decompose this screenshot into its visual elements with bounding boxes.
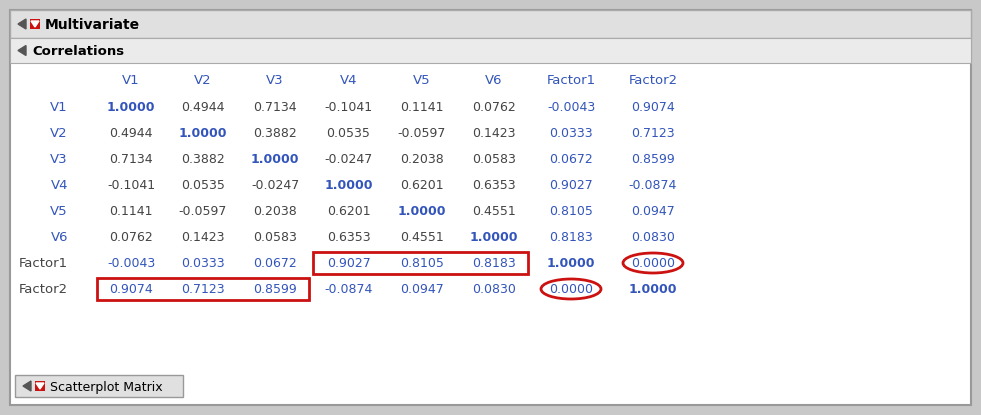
Text: -0.1041: -0.1041	[107, 178, 155, 191]
Text: V4: V4	[339, 75, 357, 88]
Text: 0.7134: 0.7134	[109, 152, 153, 166]
Text: 0.1423: 0.1423	[181, 230, 225, 244]
Text: Factor2: Factor2	[19, 283, 68, 295]
Text: 0.0762: 0.0762	[109, 230, 153, 244]
Text: 0.6201: 0.6201	[400, 178, 443, 191]
Text: 0.4944: 0.4944	[181, 100, 225, 113]
Text: 0.3882: 0.3882	[253, 127, 297, 139]
Text: 0.0762: 0.0762	[472, 100, 516, 113]
Bar	[313, 252, 528, 274]
Text: 0.0947: 0.0947	[400, 283, 443, 295]
Text: 0.4944: 0.4944	[109, 127, 153, 139]
Text: 1.0000: 1.0000	[546, 256, 595, 269]
Text: 1.0000: 1.0000	[107, 100, 155, 113]
Text: 1.0000: 1.0000	[179, 127, 228, 139]
Text: V2: V2	[50, 127, 68, 139]
Text: -0.0874: -0.0874	[325, 283, 373, 295]
Text: V6: V6	[50, 230, 68, 244]
Text: 0.4551: 0.4551	[400, 230, 443, 244]
Text: 1.0000: 1.0000	[397, 205, 446, 217]
Text: -0.0043: -0.0043	[546, 100, 595, 113]
Text: 0.0947: 0.0947	[631, 205, 675, 217]
Text: 0.1141: 0.1141	[400, 100, 443, 113]
Text: 0.7134: 0.7134	[253, 100, 297, 113]
Text: Multivariate: Multivariate	[45, 18, 140, 32]
Text: 0.9027: 0.9027	[549, 178, 593, 191]
Text: V3: V3	[266, 75, 284, 88]
Text: -0.0043: -0.0043	[107, 256, 155, 269]
Text: 0.4551: 0.4551	[472, 205, 516, 217]
Text: -0.0874: -0.0874	[629, 178, 677, 191]
Text: 0.0672: 0.0672	[549, 152, 593, 166]
Text: -0.0597: -0.0597	[179, 205, 228, 217]
Bar	[97, 278, 309, 300]
Text: 0.6353: 0.6353	[472, 178, 516, 191]
Polygon shape	[18, 46, 26, 56]
Text: V2: V2	[194, 75, 212, 88]
Text: 0.0535: 0.0535	[181, 178, 225, 191]
Text: Factor1: Factor1	[546, 75, 595, 88]
Text: 0.8105: 0.8105	[400, 256, 444, 269]
Text: Scatterplot Matrix: Scatterplot Matrix	[50, 381, 163, 393]
Text: 0.0000: 0.0000	[631, 256, 675, 269]
Text: 0.0672: 0.0672	[253, 256, 297, 269]
Text: 0.0535: 0.0535	[327, 127, 371, 139]
Bar	[15, 375, 183, 397]
Text: -0.0597: -0.0597	[398, 127, 446, 139]
Text: V5: V5	[413, 75, 431, 88]
Text: V6: V6	[486, 75, 502, 88]
Text: 0.9074: 0.9074	[109, 283, 153, 295]
Text: V5: V5	[50, 205, 68, 217]
Text: 0.1423: 0.1423	[472, 127, 516, 139]
Text: Factor1: Factor1	[19, 256, 68, 269]
Text: 0.0333: 0.0333	[181, 256, 225, 269]
Text: 0.6353: 0.6353	[327, 230, 370, 244]
Text: 0.9027: 0.9027	[327, 256, 371, 269]
Text: V1: V1	[50, 100, 68, 113]
Polygon shape	[18, 19, 26, 29]
Text: 0.0333: 0.0333	[549, 127, 593, 139]
Text: Factor2: Factor2	[629, 75, 678, 88]
Polygon shape	[31, 21, 39, 27]
Text: -0.1041: -0.1041	[325, 100, 373, 113]
Text: 0.9074: 0.9074	[631, 100, 675, 113]
Bar	[10, 38, 971, 63]
Text: 0.1141: 0.1141	[109, 205, 153, 217]
Text: 0.6201: 0.6201	[327, 205, 370, 217]
Text: 0.0583: 0.0583	[472, 152, 516, 166]
Text: 1.0000: 1.0000	[251, 152, 299, 166]
Text: 0.0830: 0.0830	[472, 283, 516, 295]
Text: 0.2038: 0.2038	[253, 205, 297, 217]
Text: 0.7123: 0.7123	[631, 127, 675, 139]
Bar	[30, 19, 40, 29]
Text: 1.0000: 1.0000	[325, 178, 373, 191]
Text: -0.0247: -0.0247	[251, 178, 299, 191]
Text: 0.0583: 0.0583	[253, 230, 297, 244]
Text: -0.0247: -0.0247	[325, 152, 373, 166]
Text: 0.8105: 0.8105	[549, 205, 593, 217]
Text: Correlations: Correlations	[32, 45, 125, 58]
Text: 0.7123: 0.7123	[181, 283, 225, 295]
Bar	[35, 381, 45, 391]
Text: 1.0000: 1.0000	[470, 230, 518, 244]
Text: V3: V3	[50, 152, 68, 166]
Text: 0.2038: 0.2038	[400, 152, 443, 166]
Text: 0.8599: 0.8599	[631, 152, 675, 166]
Text: 1.0000: 1.0000	[629, 283, 677, 295]
Text: 0.0000: 0.0000	[549, 283, 593, 295]
Polygon shape	[36, 383, 44, 389]
Polygon shape	[23, 381, 31, 391]
Text: 0.8183: 0.8183	[472, 256, 516, 269]
Text: 0.0830: 0.0830	[631, 230, 675, 244]
Text: 0.8599: 0.8599	[253, 283, 297, 295]
Text: V1: V1	[123, 75, 140, 88]
Text: 0.3882: 0.3882	[181, 152, 225, 166]
Text: V4: V4	[50, 178, 68, 191]
Text: 0.8183: 0.8183	[549, 230, 593, 244]
Bar	[10, 10, 971, 38]
